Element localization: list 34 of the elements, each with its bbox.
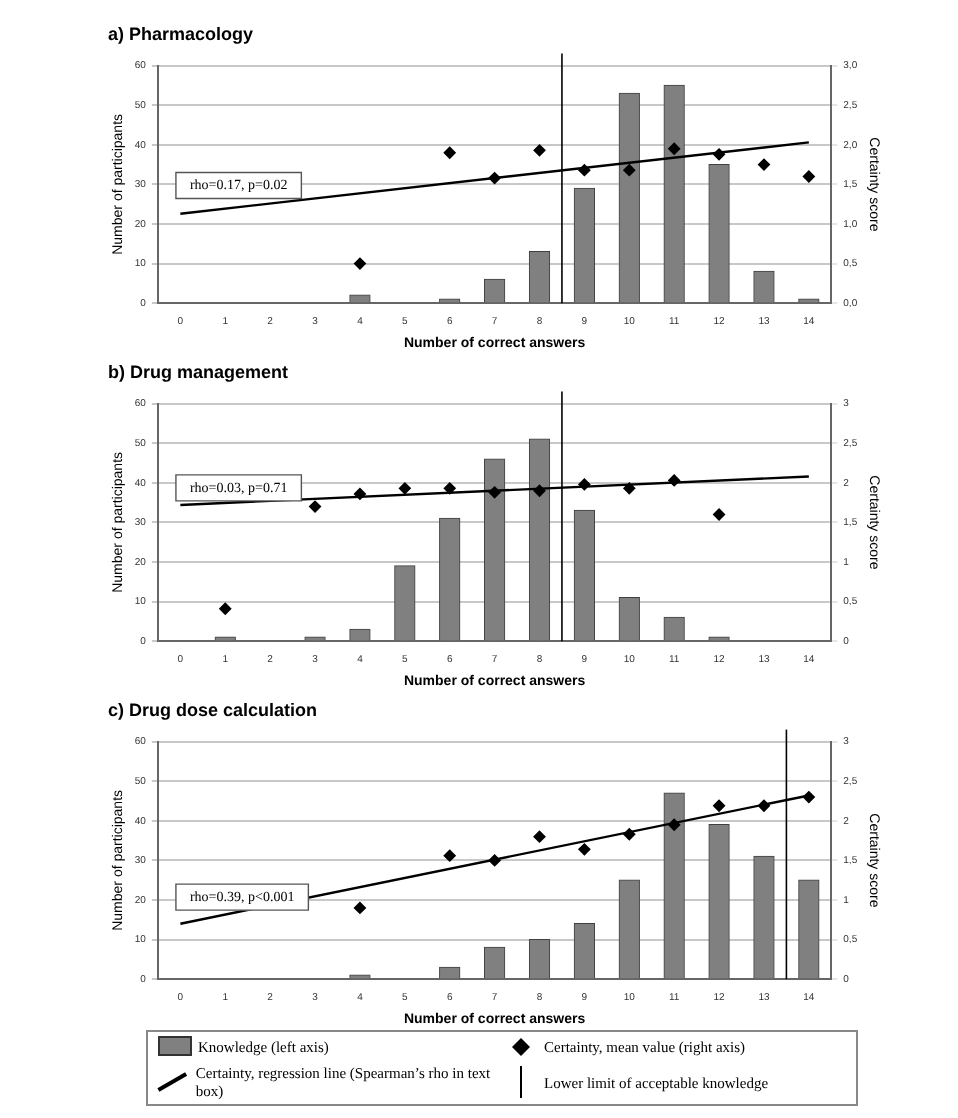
- point: [668, 474, 681, 487]
- point: [757, 799, 770, 812]
- point: [668, 818, 681, 831]
- chart-title: a) Pharmacology: [108, 23, 254, 44]
- point: [668, 142, 681, 155]
- point: [488, 854, 501, 867]
- point: [623, 164, 636, 177]
- point: [757, 158, 770, 171]
- point: [533, 830, 546, 843]
- point: [488, 486, 501, 499]
- point: [398, 482, 411, 495]
- point: [533, 484, 546, 497]
- point: [802, 170, 815, 183]
- point: [353, 901, 366, 914]
- point: [443, 146, 456, 159]
- point: [578, 478, 591, 491]
- point: [353, 257, 366, 270]
- point: [219, 602, 232, 615]
- chart-title: c) Drug dose calculation: [108, 699, 318, 720]
- point: [443, 482, 456, 495]
- point: [623, 828, 636, 841]
- point: [578, 843, 591, 856]
- chart-title: b) Drug management: [108, 361, 289, 382]
- point: [353, 487, 366, 500]
- point: [443, 849, 456, 862]
- point: [713, 799, 726, 812]
- point: [578, 164, 591, 177]
- point: [488, 172, 501, 185]
- point: [309, 500, 322, 513]
- point: [713, 148, 726, 161]
- point: [623, 482, 636, 495]
- point: [713, 508, 726, 521]
- point: [533, 144, 546, 157]
- point: [802, 791, 815, 804]
